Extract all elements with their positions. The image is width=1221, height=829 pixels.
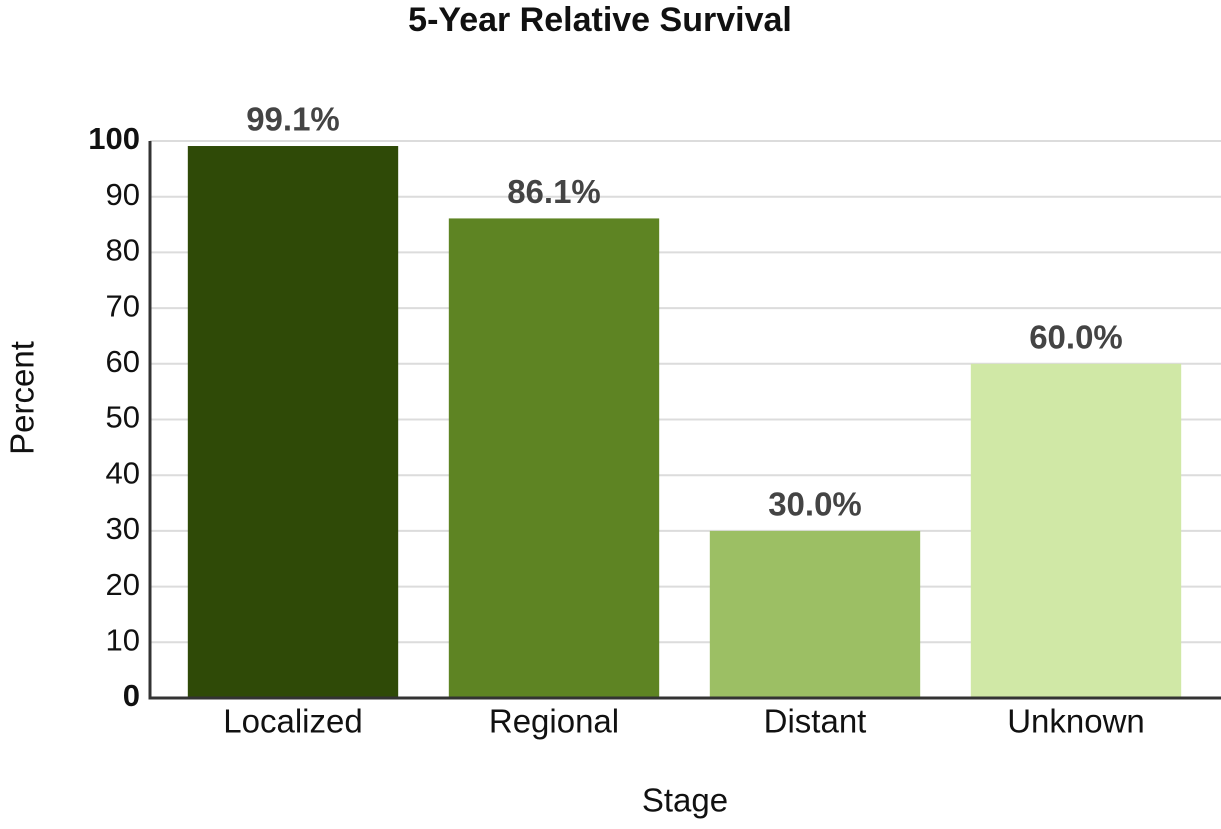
value-label: 30.0%	[768, 486, 862, 523]
y-tick-label: 10	[106, 622, 140, 657]
bar	[187, 146, 399, 698]
x-tick-label: Distant	[764, 703, 867, 740]
y-axis-title: Percent	[4, 341, 41, 455]
y-tick-label: 40	[106, 455, 140, 490]
y-tick-label: 80	[106, 233, 140, 268]
y-tick-label: 100	[88, 121, 140, 156]
y-tick-label: 60	[106, 344, 140, 379]
value-label: 60.0%	[1029, 319, 1123, 356]
y-tick-label: 30	[106, 511, 140, 546]
x-tick-label: Regional	[489, 703, 619, 740]
chart-title: 5-Year Relative Survival	[408, 1, 792, 39]
bar	[448, 218, 660, 698]
value-label: 99.1%	[246, 101, 340, 138]
x-tick-label: Unknown	[1007, 703, 1145, 740]
y-tick-label: 20	[106, 567, 140, 602]
x-axis-title: Stage	[642, 782, 728, 819]
y-tick-label: 90	[106, 177, 140, 212]
bar	[970, 363, 1182, 698]
x-tick-label: Localized	[223, 703, 362, 740]
y-tick-label: 70	[106, 288, 140, 323]
y-tick-label: 50	[106, 400, 140, 435]
value-label: 86.1%	[507, 173, 601, 210]
y-tick-label: 0	[123, 678, 140, 713]
bar	[709, 530, 921, 698]
